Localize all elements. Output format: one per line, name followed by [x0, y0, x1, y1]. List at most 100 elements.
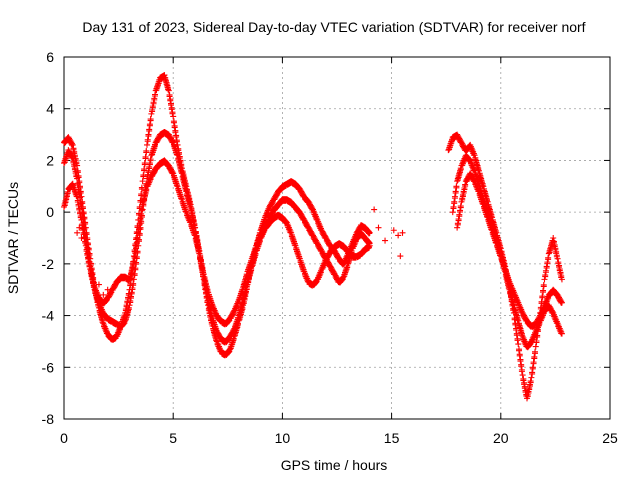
chart-title: Day 131 of 2023, Sidereal Day-to-day VTE…: [82, 19, 585, 35]
data-point-interp: [143, 187, 150, 194]
data-point-interp: [516, 321, 522, 328]
data-point: [545, 250, 552, 257]
x-tick-label: 15: [384, 430, 400, 446]
data-point-interp: [531, 355, 538, 362]
data-point-interp: [239, 287, 246, 294]
data-point-interp: [273, 192, 280, 199]
data-point-interp: [455, 217, 462, 224]
data-point-interp: [462, 183, 469, 190]
data-point-interp: [507, 293, 514, 300]
data-point: [69, 141, 76, 148]
data-point-interp: [173, 133, 180, 140]
data-point-interp: [542, 273, 549, 280]
data-point: [344, 260, 351, 267]
data-point-interp: [256, 235, 263, 242]
data-point-interp: [540, 283, 547, 290]
data-point-interp: [239, 301, 246, 308]
x-tick-label: 20: [493, 430, 509, 446]
data-point-interp: [260, 228, 267, 235]
y-tick-label: 4: [46, 101, 54, 117]
data-points: [61, 72, 565, 402]
data-point: [375, 224, 382, 231]
data-point-interp: [546, 249, 553, 256]
data-point-interp: [186, 200, 193, 207]
axis-ticks: 0 5 10 15 20 25 -8 -6 -4 -2 0 2 4 6: [42, 49, 618, 446]
data-point: [187, 203, 194, 210]
data-point-interp: [152, 92, 158, 99]
data-point: [74, 175, 81, 182]
data-point-interp: [516, 347, 522, 354]
y-axis-label: SDTVAR / TECUs: [5, 182, 21, 294]
data-point-interp: [146, 161, 153, 168]
y-tick-label: 0: [46, 204, 54, 220]
data-point: [454, 224, 461, 231]
data-point-interp: [147, 157, 154, 164]
y-tick-label: 2: [46, 152, 54, 168]
data-point-interp: [539, 294, 546, 301]
data-point-interp: [145, 133, 152, 140]
data-point-interp: [173, 138, 180, 145]
data-point-interp: [451, 200, 458, 207]
data-point-interp: [510, 301, 517, 308]
data-point-interp: [146, 127, 153, 134]
data-point-interp: [459, 196, 466, 203]
data-point-interp: [61, 202, 68, 209]
data-point-interp: [536, 315, 543, 322]
data-point-interp: [456, 213, 463, 220]
data-point-interp: [146, 122, 153, 129]
y-tick-label: -2: [42, 256, 55, 272]
data-point: [139, 178, 146, 185]
data-point-interp: [81, 235, 88, 242]
data-point-interp: [540, 305, 547, 312]
data-point-interp: [149, 104, 156, 111]
data-point-interp: [162, 76, 169, 83]
data-point: [510, 302, 517, 309]
data-point: [76, 224, 83, 231]
data-point: [100, 291, 107, 298]
data-point-interp: [142, 190, 149, 197]
data-point-interp: [79, 227, 86, 234]
data-point-interp: [169, 110, 176, 117]
data-point: [69, 154, 76, 161]
data-point-interp: [473, 158, 480, 165]
x-axis-label: GPS time / hours: [281, 457, 388, 473]
data-point: [126, 302, 133, 309]
data-point-interp: [230, 328, 237, 335]
data-point-interp: [241, 280, 248, 287]
data-point-interp: [64, 190, 71, 197]
data-point-interp: [461, 186, 468, 193]
data-point-interp: [165, 86, 172, 93]
data-point-interp: [143, 149, 150, 156]
data-point: [395, 232, 402, 239]
data-point: [558, 299, 565, 306]
data-point: [550, 235, 557, 241]
data-point-interp: [455, 174, 462, 181]
data-point-interp: [166, 93, 173, 100]
data-point: [366, 242, 373, 249]
data-point: [471, 152, 478, 159]
data-point-interp: [133, 240, 140, 247]
data-point: [554, 255, 561, 262]
data-point-interp: [230, 336, 237, 343]
data-point-interp: [473, 161, 480, 168]
data-point-interp: [140, 199, 147, 206]
data-point-interp: [518, 368, 525, 375]
data-point-interp: [164, 83, 171, 90]
data-point: [366, 229, 373, 236]
data-point-interp: [535, 316, 542, 323]
data-point-interp: [151, 96, 158, 103]
y-tick-label: -8: [42, 411, 55, 427]
data-point-interp: [141, 193, 148, 200]
data-point-interp: [168, 102, 175, 109]
data-point-interp: [137, 217, 144, 224]
data-point-interp: [526, 386, 533, 393]
data-point: [397, 253, 404, 260]
data-point: [196, 250, 203, 257]
data-point-interp: [111, 283, 118, 290]
data-point-interp: [322, 258, 329, 265]
data-point-interp: [457, 169, 464, 176]
data-point-interp: [518, 329, 525, 336]
data-point-interp: [125, 308, 132, 315]
data-point-interp: [252, 246, 259, 253]
data-point-interp: [509, 298, 516, 305]
